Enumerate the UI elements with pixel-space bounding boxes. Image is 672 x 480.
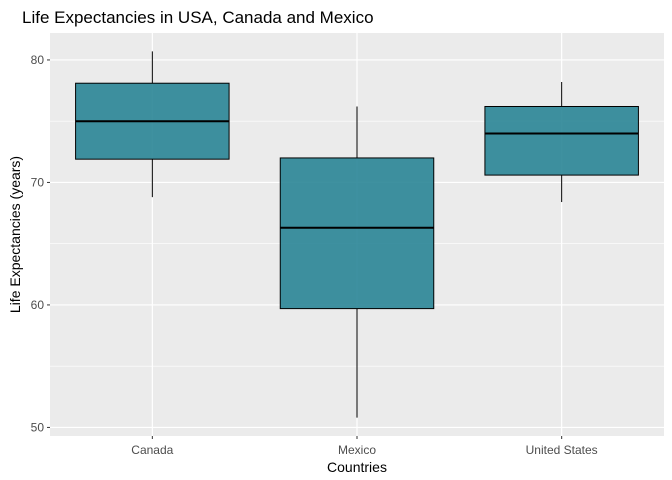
x-tick-label-0: Canada [131,443,173,457]
x-axis-title: Countries [327,459,387,475]
y-tick-label-3: 80 [31,53,45,67]
box-2 [484,105,639,176]
x-axis: Canada Mexico United States [131,436,598,457]
boxes-layer [75,51,639,418]
box-group-0 [75,51,230,198]
x-tick-label-2: United States [526,443,598,457]
chart-title: Life Expectancies in USA, Canada and Mex… [22,8,374,27]
y-tick-label-0: 50 [31,420,45,434]
y-axis-title: Life Expectancies (years) [7,156,23,313]
x-tick-label-1: Mexico [338,443,376,457]
box-1 [279,157,435,310]
y-tick-label-1: 60 [31,298,45,312]
y-tick-label-2: 70 [31,175,45,189]
y-axis: 50 60 70 80 [31,53,50,434]
box-group-1 [279,106,435,418]
box-group-2 [484,81,639,203]
